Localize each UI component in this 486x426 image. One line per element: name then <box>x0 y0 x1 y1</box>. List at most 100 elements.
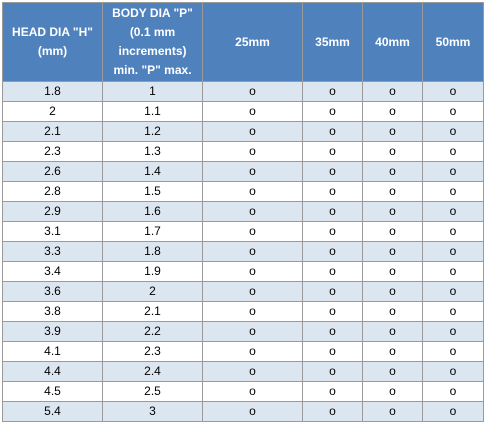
table-row: 4.1 2.3 o o o o <box>2 341 484 362</box>
head-dia-cell: 2.8 <box>2 181 103 202</box>
availability-mark: o <box>422 401 484 422</box>
head-dia-header: HEAD DIA "H" (mm) <box>2 2 103 82</box>
availability-mark: o <box>202 381 303 402</box>
head-dia-cell: 3.1 <box>2 221 103 242</box>
size-spec-table: HEAD DIA "H" (mm) BODY DIA "P" (0.1 mm i… <box>2 2 484 422</box>
head-dia-header-line: (mm) <box>37 44 68 58</box>
body-dia-cell: 1.8 <box>102 241 203 262</box>
availability-mark: o <box>302 361 363 382</box>
availability-mark: o <box>202 141 303 162</box>
availability-mark: o <box>362 261 423 282</box>
body-dia-cell: 1.7 <box>102 221 203 242</box>
availability-mark: o <box>362 161 423 182</box>
table-row: 5.4 3 o o o o <box>2 401 484 422</box>
availability-mark: o <box>302 381 363 402</box>
availability-mark: o <box>302 81 363 102</box>
availability-mark: o <box>202 221 303 242</box>
body-dia-cell: 1.3 <box>102 141 203 162</box>
availability-mark: o <box>362 141 423 162</box>
availability-mark: o <box>362 301 423 322</box>
availability-mark: o <box>422 221 484 242</box>
table-row: 3.8 2.1 o o o o <box>2 301 484 322</box>
availability-mark: o <box>302 281 363 302</box>
availability-mark: o <box>202 361 303 382</box>
availability-mark: o <box>422 361 484 382</box>
availability-mark: o <box>302 181 363 202</box>
availability-mark: o <box>202 241 303 262</box>
availability-mark: o <box>362 401 423 422</box>
body-dia-cell: 1.4 <box>102 161 203 182</box>
availability-mark: o <box>302 121 363 142</box>
availability-mark: o <box>422 161 484 182</box>
availability-mark: o <box>362 201 423 222</box>
availability-mark: o <box>422 121 484 142</box>
availability-mark: o <box>362 281 423 302</box>
body-dia-cell: 1.9 <box>102 261 203 282</box>
body-dia-cell: 2.1 <box>102 301 203 322</box>
head-dia-cell: 4.4 <box>2 361 103 382</box>
availability-mark: o <box>422 281 484 302</box>
body-dia-cell: 1.5 <box>102 181 203 202</box>
table-row: 3.1 1.7 o o o o <box>2 221 484 242</box>
body-dia-header-line: increments) <box>118 44 187 58</box>
availability-mark: o <box>202 341 303 362</box>
availability-mark: o <box>422 321 484 342</box>
body-dia-header-line: (0.1 mm <box>129 25 176 39</box>
body-dia-cell: 3 <box>102 401 203 422</box>
length-header-35mm: 35mm <box>302 2 363 82</box>
availability-mark: o <box>302 261 363 282</box>
body-dia-header: BODY DIA "P" (0.1 mm increments) min. "P… <box>102 2 203 82</box>
availability-mark: o <box>302 141 363 162</box>
table-header-row: HEAD DIA "H" (mm) BODY DIA "P" (0.1 mm i… <box>2 2 484 82</box>
availability-mark: o <box>362 381 423 402</box>
table-row: 2.6 1.4 o o o o <box>2 161 484 182</box>
availability-mark: o <box>362 341 423 362</box>
availability-mark: o <box>422 341 484 362</box>
availability-mark: o <box>202 81 303 102</box>
availability-mark: o <box>422 181 484 202</box>
availability-mark: o <box>302 321 363 342</box>
head-dia-cell: 2.9 <box>2 201 103 222</box>
head-dia-cell: 2.1 <box>2 121 103 142</box>
head-dia-cell: 3.9 <box>2 321 103 342</box>
table-body: 1.8 1 o o o o 2 1.1 o o o o 2.1 1.2 o o o o 2.3 1.3 o o o o 2.6 1… <box>2 81 484 422</box>
availability-mark: o <box>422 261 484 282</box>
head-dia-cell: 4.1 <box>2 341 103 362</box>
availability-mark: o <box>422 141 484 162</box>
availability-mark: o <box>422 81 484 102</box>
availability-mark: o <box>202 101 303 122</box>
body-dia-cell: 1.6 <box>102 201 203 222</box>
body-dia-cell: 2.4 <box>102 361 203 382</box>
body-dia-header-line: min. "P" max. <box>113 63 192 77</box>
head-dia-cell: 4.5 <box>2 381 103 402</box>
availability-mark: o <box>362 121 423 142</box>
length-header-40mm: 40mm <box>362 2 423 82</box>
body-dia-cell: 1 <box>102 81 203 102</box>
table-row: 3.4 1.9 o o o o <box>2 261 484 282</box>
table-row: 4.5 2.5 o o o o <box>2 381 484 402</box>
availability-mark: o <box>202 281 303 302</box>
availability-mark: o <box>302 401 363 422</box>
head-dia-cell: 2.6 <box>2 161 103 182</box>
head-dia-cell: 3.6 <box>2 281 103 302</box>
availability-mark: o <box>202 181 303 202</box>
body-dia-cell: 1.2 <box>102 121 203 142</box>
body-dia-header-line: BODY DIA "P" <box>112 6 193 20</box>
table-row: 2.3 1.3 o o o o <box>2 141 484 162</box>
availability-mark: o <box>202 401 303 422</box>
availability-mark: o <box>302 341 363 362</box>
availability-mark: o <box>202 261 303 282</box>
availability-mark: o <box>422 201 484 222</box>
availability-mark: o <box>202 321 303 342</box>
table-row: 2.9 1.6 o o o o <box>2 201 484 222</box>
head-dia-cell: 3.3 <box>2 241 103 262</box>
table-row: 1.8 1 o o o o <box>2 81 484 102</box>
table-row: 4.4 2.4 o o o o <box>2 361 484 382</box>
availability-mark: o <box>302 221 363 242</box>
availability-mark: o <box>302 201 363 222</box>
availability-mark: o <box>202 161 303 182</box>
availability-mark: o <box>422 301 484 322</box>
availability-mark: o <box>362 321 423 342</box>
availability-mark: o <box>362 221 423 242</box>
availability-mark: o <box>362 101 423 122</box>
